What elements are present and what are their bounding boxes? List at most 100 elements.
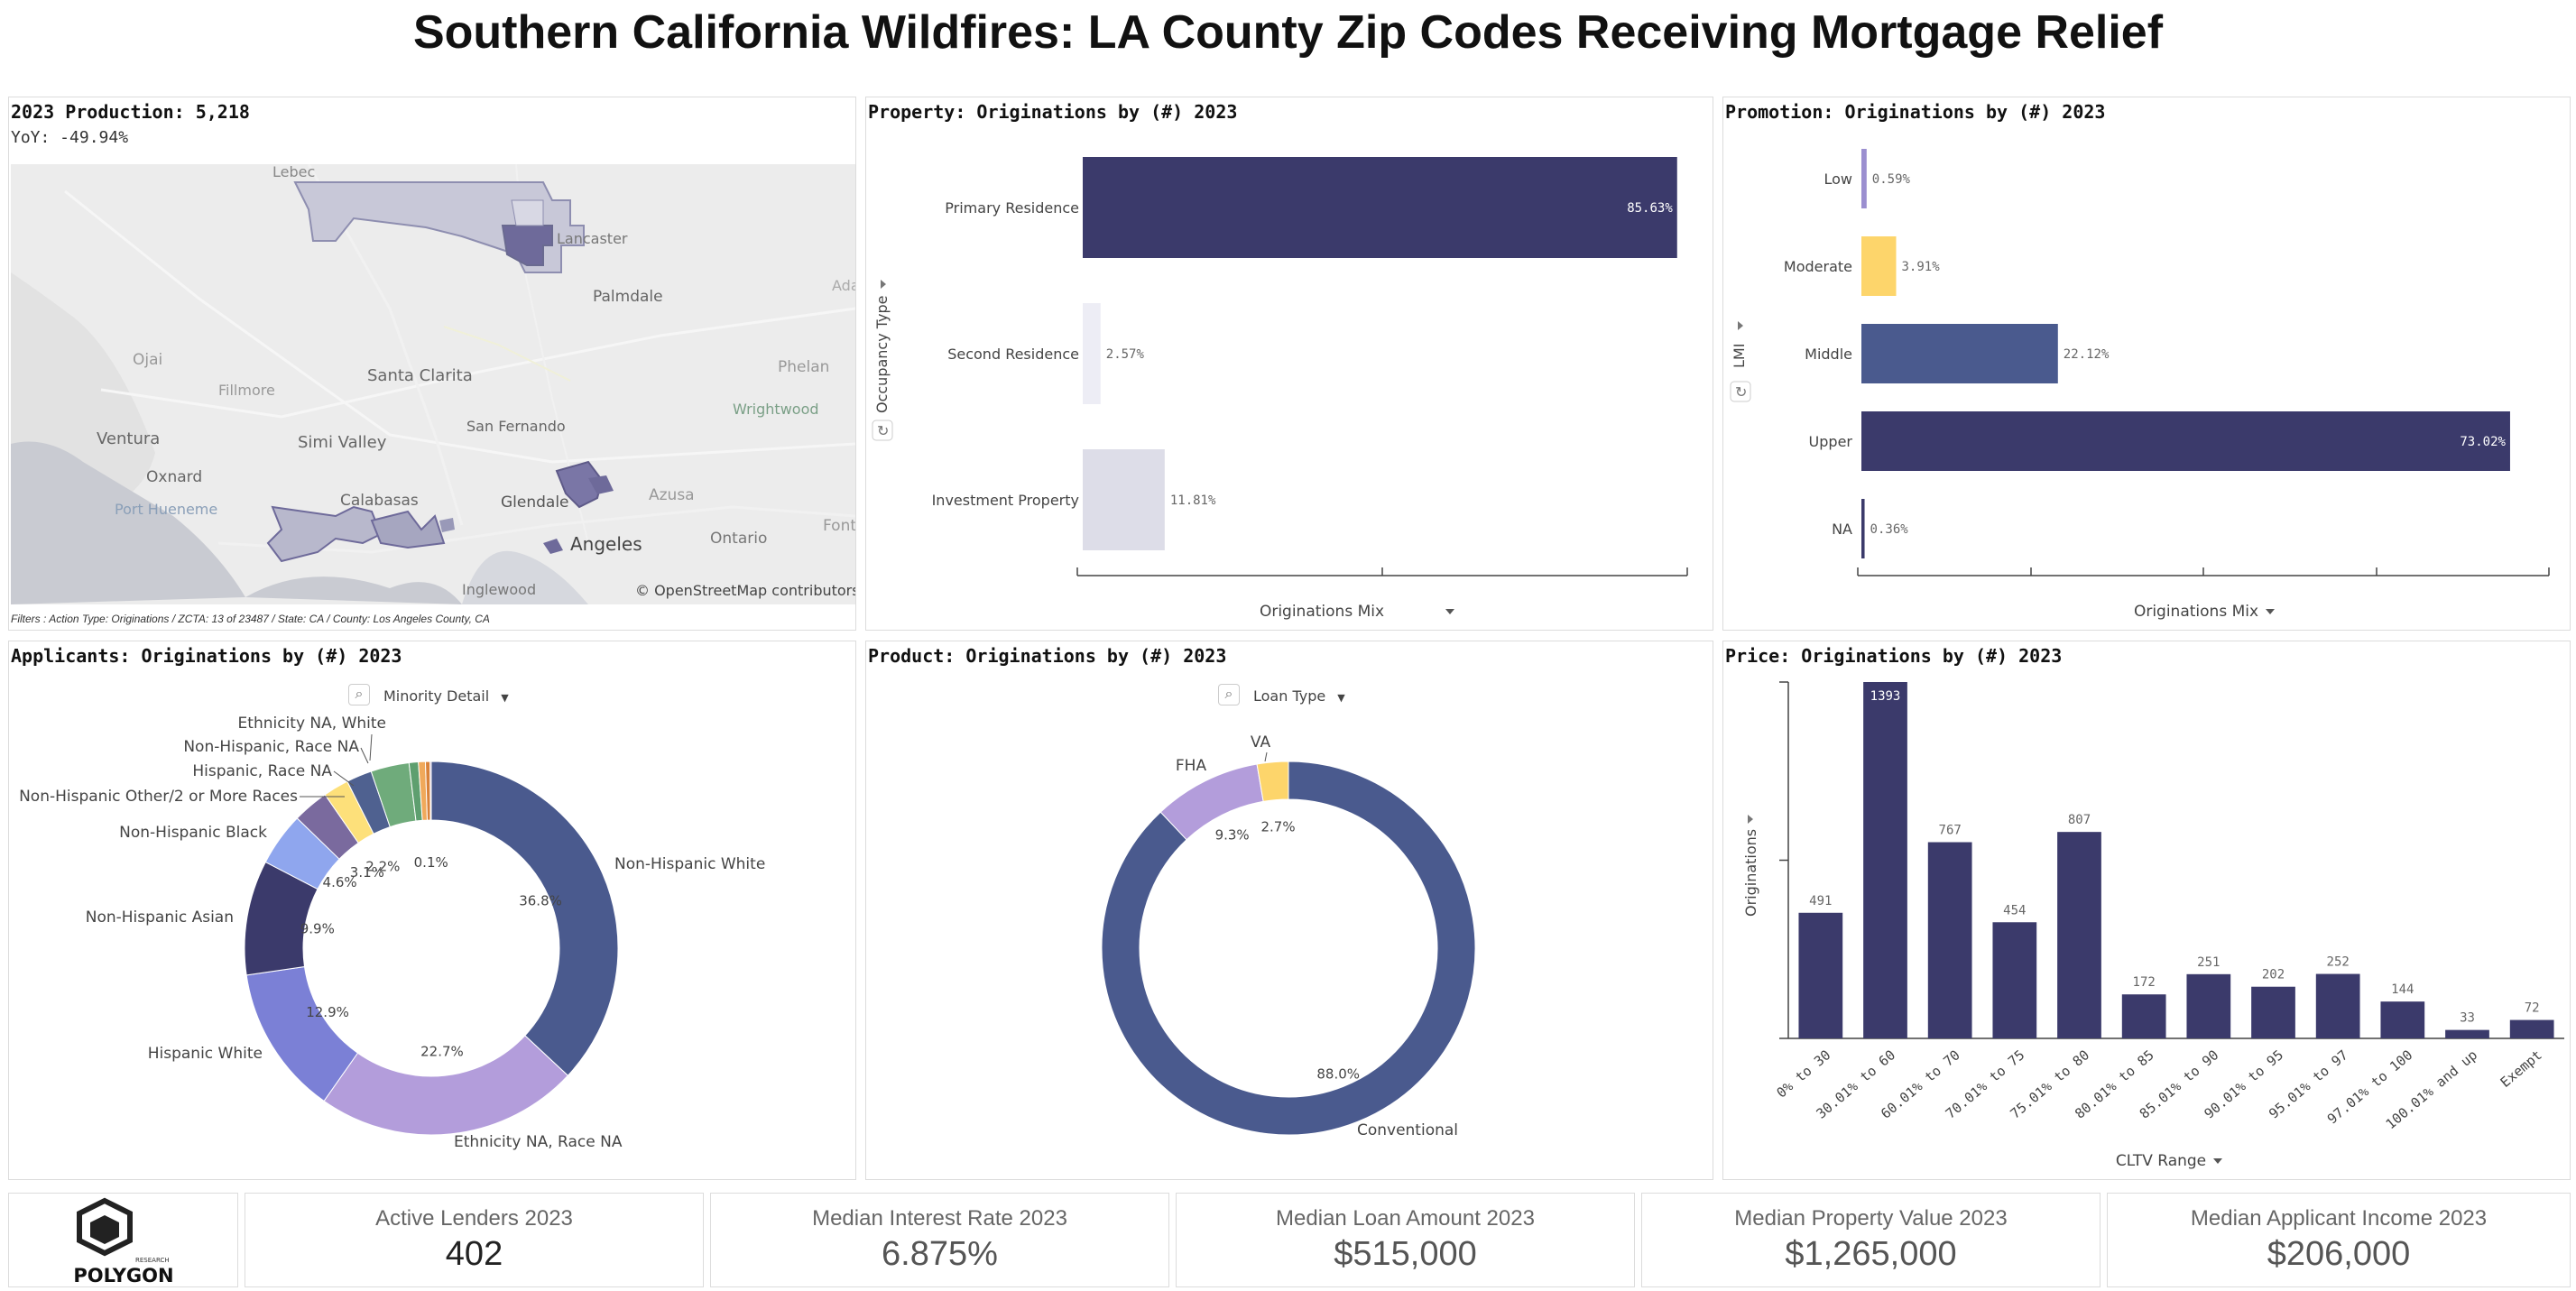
price-bar[interactable] [2380,1001,2425,1038]
bar-category-label[interactable]: NA [1832,521,1852,538]
bar[interactable] [1083,157,1677,258]
price-bar-value: 807 [2068,813,2091,827]
donut-value-label: 12.9% [306,1004,349,1020]
donut-category-label[interactable]: Non-Hispanic Asian [86,908,234,927]
property-panel: Property: Originations by (#) 2023 Occup… [865,97,1713,631]
product-dropdown-label: Loan Type [1253,687,1326,705]
kpi-active-lenders-value: 402 [445,1235,503,1273]
price-bar-value: 767 [1939,824,1962,838]
price-bar[interactable] [2251,986,2295,1038]
applicants-panel: Applicants: Originations by (#) 2023 ⌕ M… [8,641,856,1180]
chevron-down-icon: ▼ [501,692,509,704]
donut-category-label[interactable]: Conventional [1357,1121,1458,1139]
price-bar-value: 172 [2133,975,2156,990]
applicants-dropdown-label: Minority Detail [383,687,490,705]
bar[interactable] [1083,449,1165,550]
logo-research: RESEARCH [135,1257,170,1264]
donut-category-label[interactable]: VA [1251,733,1271,752]
map-label-lancaster: Lancaster [557,230,628,247]
price-bar-value: 491 [1809,894,1832,908]
bar-category-label[interactable]: Low [1824,171,1852,188]
price-bar[interactable] [1992,922,2037,1038]
price-bar[interactable] [1798,912,1843,1038]
applicants-search-icon[interactable]: ⌕ [348,684,370,705]
product-dropdown[interactable]: Loan Type ▼ [1253,687,1345,705]
product-chart: 88.0% 9.3% 2.7% Conventional FHA VA [1101,733,1476,1139]
price-dim-dropdown-icon[interactable] [2213,1158,2222,1164]
price-bar[interactable] [2121,994,2166,1038]
price-expand-arrow[interactable] [1748,815,1753,824]
bar[interactable] [1083,303,1101,404]
price-bar[interactable] [2315,973,2360,1038]
bar[interactable] [1861,411,2510,471]
bar[interactable] [1861,149,1867,208]
donut-category-label[interactable]: Non-Hispanic Black [119,824,267,842]
donut-category-label[interactable]: Non-Hispanic, Race NA [183,738,359,756]
chevron-down-icon: ▼ [1337,692,1345,704]
map-label-wrightwood: Wrightwood [733,401,819,418]
bar-value-label: 0.59% [1872,172,1911,187]
donut-category-label[interactable]: Ethnicity NA, White [238,715,386,733]
filters-text: Filters : Action Type: Originations / ZC… [11,613,490,625]
price-bar[interactable] [2445,1029,2489,1038]
donut-category-label[interactable]: Non-Hispanic Other/2 or More Races [19,788,298,806]
price-tick-label[interactable]: Exempt [2498,1047,2545,1091]
bar[interactable] [1861,324,2058,383]
bar-category-label[interactable]: Investment Property [932,492,1079,509]
donut-category-label[interactable]: Hispanic White [148,1045,263,1063]
donut-category-label[interactable]: FHA [1176,757,1207,775]
price-bar[interactable] [2186,973,2231,1038]
price-axis-label[interactable]: Originations [1742,829,1759,917]
bar-value-label: 22.12% [2064,347,2110,362]
map-attribution[interactable]: © OpenStreetMap contributors [635,582,855,599]
price-chart: Originations CLTV Range 491 0% to 30 1393 3… [1742,681,2564,1170]
price-bar[interactable] [1863,682,1907,1038]
price-bar-value: 202 [2262,968,2285,982]
price-bar[interactable] [1927,842,1972,1038]
price-panel: Price: Originations by (#) 2023 Originat… [1722,641,2571,1180]
donut-value-label: 2.7% [1261,818,1296,835]
property-axis-label[interactable]: Occupancy Type [873,295,891,413]
property-measure-label[interactable]: Originations Mix [1260,603,1384,621]
kpi-median-property-value: Median Property Value 2023 $1,265,000 [1641,1193,2101,1287]
donut-slice[interactable] [429,761,432,821]
donut-slice[interactable] [1256,761,1289,802]
promotion-chart: LMI ↻ Originations Mix Low 0.59% Moderate 3… [1730,149,2550,621]
svg-text:↻: ↻ [1735,383,1747,401]
promotion-measure-label[interactable]: Originations Mix [2134,603,2258,621]
property-expand-arrow[interactable] [881,280,886,289]
kpi-active-lenders-label: Active Lenders 2023 [375,1206,573,1231]
zip-code-map[interactable]: Lebec Lancaster Palmdale Ojai Fillmore S… [11,164,855,604]
bar[interactable] [1861,499,1865,558]
bar-category-label[interactable]: Moderate [1784,258,1852,275]
price-bar[interactable] [2509,1019,2554,1038]
donut-slice[interactable] [1101,761,1476,1136]
price-dim-label[interactable]: CLTV Range [2116,1152,2206,1170]
promotion-panel: Promotion: Originations by (#) 2023 LMI … [1722,97,2571,631]
price-bar-value: 144 [2391,982,2414,997]
promotion-measure-dropdown-icon[interactable] [2266,609,2275,614]
donut-value-label: 88.0% [1316,1065,1360,1082]
promotion-expand-arrow[interactable] [1738,321,1743,330]
promotion-axis-label[interactable]: LMI [1731,344,1748,368]
property-reset-icon[interactable]: ↻ [872,420,893,441]
bar-category-label[interactable]: Middle [1805,346,1852,363]
price-bar[interactable] [2057,832,2101,1038]
promotion-reset-icon[interactable]: ↻ [1730,381,1751,402]
property-measure-dropdown-icon[interactable] [1445,609,1454,614]
applicants-dropdown[interactable]: Minority Detail ▼ [383,687,509,705]
product-search-icon[interactable]: ⌕ [1218,684,1240,705]
donut-category-label[interactable]: Non-Hispanic White [614,855,765,873]
kpi-median-property-value-value: $1,265,000 [1785,1235,1957,1273]
donut-category-label[interactable]: Hispanic, Race NA [192,762,332,780]
kpi-median-applicant-income: Median Applicant Income 2023 $206,000 [2107,1193,2571,1287]
dashboard-title: Southern California Wildfires: LA County… [412,6,2164,59]
bar[interactable] [1861,236,1897,296]
bar-category-label[interactable]: Upper [1809,433,1853,450]
price-tick-label[interactable]: 0% to 30 [1773,1047,1833,1101]
bar-category-label[interactable]: Second Residence [947,346,1079,363]
donut-slice[interactable] [430,761,619,1076]
map-label-inglewood: Inglewood [462,581,536,598]
donut-category-label[interactable]: Ethnicity NA, Race NA [454,1133,623,1151]
bar-category-label[interactable]: Primary Residence [945,199,1079,217]
